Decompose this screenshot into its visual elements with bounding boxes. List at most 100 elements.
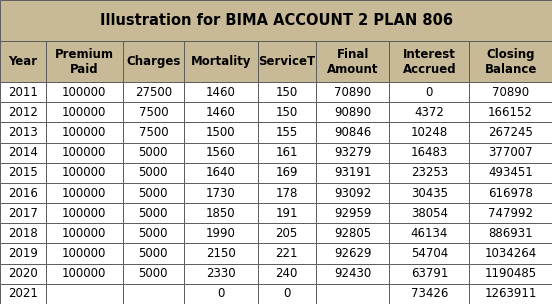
Bar xyxy=(390,102,469,123)
Bar xyxy=(0,203,46,223)
Bar xyxy=(469,123,552,143)
Text: 747992: 747992 xyxy=(488,207,533,220)
Bar xyxy=(390,82,469,102)
Bar xyxy=(316,102,390,123)
Bar xyxy=(123,183,184,203)
Bar xyxy=(258,41,316,82)
Bar xyxy=(258,244,316,264)
Text: 150: 150 xyxy=(275,86,298,99)
Bar xyxy=(184,223,258,244)
Text: 10248: 10248 xyxy=(411,126,448,139)
Text: 1730: 1730 xyxy=(206,187,236,199)
Bar xyxy=(469,163,552,183)
Bar xyxy=(316,264,390,284)
Text: 1560: 1560 xyxy=(206,146,236,159)
Bar xyxy=(46,163,123,183)
Bar xyxy=(469,82,552,102)
Bar xyxy=(46,82,123,102)
Text: 1640: 1640 xyxy=(206,166,236,179)
Bar xyxy=(258,223,316,244)
Bar xyxy=(258,82,316,102)
Bar xyxy=(46,102,123,123)
Bar xyxy=(184,163,258,183)
Text: 93191: 93191 xyxy=(334,166,371,179)
Bar xyxy=(316,284,390,304)
Text: 100000: 100000 xyxy=(62,207,107,220)
Text: Interest
Accrued: Interest Accrued xyxy=(402,47,456,76)
Bar xyxy=(258,284,316,304)
Text: 4372: 4372 xyxy=(415,106,444,119)
Bar xyxy=(390,264,469,284)
Bar xyxy=(123,41,184,82)
Bar xyxy=(316,163,390,183)
Text: 100000: 100000 xyxy=(62,247,107,260)
Text: 7500: 7500 xyxy=(139,126,168,139)
Bar xyxy=(390,41,469,82)
Text: 240: 240 xyxy=(275,267,298,280)
Bar xyxy=(258,143,316,163)
Text: 100000: 100000 xyxy=(62,126,107,139)
Text: Charges: Charges xyxy=(126,55,181,68)
Bar xyxy=(123,82,184,102)
Text: 1034264: 1034264 xyxy=(485,247,537,260)
Text: 2021: 2021 xyxy=(8,287,38,300)
Text: 46134: 46134 xyxy=(411,227,448,240)
Text: 205: 205 xyxy=(275,227,298,240)
Text: 5000: 5000 xyxy=(139,187,168,199)
Text: 100000: 100000 xyxy=(62,86,107,99)
Text: 191: 191 xyxy=(275,207,298,220)
Text: Mortality: Mortality xyxy=(190,55,251,68)
Bar xyxy=(316,41,390,82)
Text: 1990: 1990 xyxy=(206,227,236,240)
Bar xyxy=(123,143,184,163)
Text: 2150: 2150 xyxy=(206,247,236,260)
Bar xyxy=(46,123,123,143)
Bar xyxy=(469,223,552,244)
Text: 27500: 27500 xyxy=(135,86,172,99)
Bar xyxy=(123,123,184,143)
Text: 90890: 90890 xyxy=(334,106,371,119)
Bar xyxy=(469,102,552,123)
Text: Premium
Paid: Premium Paid xyxy=(55,47,114,76)
Bar xyxy=(316,123,390,143)
Text: 30435: 30435 xyxy=(411,187,448,199)
Bar xyxy=(0,223,46,244)
Bar xyxy=(390,244,469,264)
Text: 16483: 16483 xyxy=(411,146,448,159)
Text: 377007: 377007 xyxy=(489,146,533,159)
Bar xyxy=(469,183,552,203)
Text: 1190485: 1190485 xyxy=(485,267,537,280)
Bar xyxy=(123,223,184,244)
Text: 5000: 5000 xyxy=(139,207,168,220)
Text: 1263911: 1263911 xyxy=(485,287,537,300)
Text: 2330: 2330 xyxy=(206,267,236,280)
Text: 1460: 1460 xyxy=(206,106,236,119)
Bar xyxy=(0,82,46,102)
Text: 90846: 90846 xyxy=(334,126,371,139)
Bar xyxy=(123,284,184,304)
Text: 1500: 1500 xyxy=(206,126,236,139)
Text: 886931: 886931 xyxy=(489,227,533,240)
Bar xyxy=(390,123,469,143)
Bar xyxy=(184,143,258,163)
Text: 5000: 5000 xyxy=(139,166,168,179)
Bar xyxy=(390,203,469,223)
Bar xyxy=(0,264,46,284)
Bar xyxy=(46,203,123,223)
Bar xyxy=(0,102,46,123)
Text: 2011: 2011 xyxy=(8,86,38,99)
Text: Illustration for BIMA ACCOUNT 2 PLAN 806: Illustration for BIMA ACCOUNT 2 PLAN 806 xyxy=(99,13,453,28)
Bar xyxy=(46,41,123,82)
Bar xyxy=(258,203,316,223)
Bar xyxy=(184,102,258,123)
Text: 0: 0 xyxy=(217,287,225,300)
Text: 2018: 2018 xyxy=(8,227,38,240)
Text: 5000: 5000 xyxy=(139,227,168,240)
Bar xyxy=(123,203,184,223)
Text: 5000: 5000 xyxy=(139,146,168,159)
Bar xyxy=(469,143,552,163)
Text: 267245: 267245 xyxy=(488,126,533,139)
Bar xyxy=(46,264,123,284)
Bar xyxy=(184,203,258,223)
Bar xyxy=(390,284,469,304)
